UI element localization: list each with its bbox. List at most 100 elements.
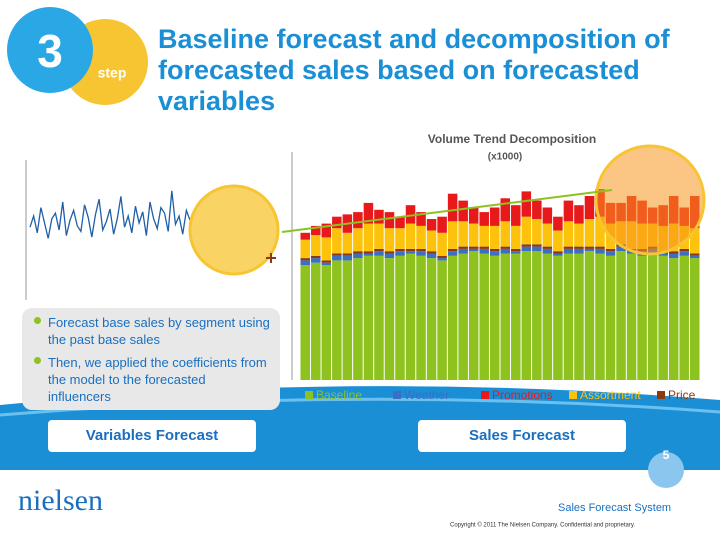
bar-segment — [405, 205, 416, 224]
bar-segment — [374, 223, 384, 249]
bar-segment — [521, 191, 532, 217]
bar-segment — [311, 258, 321, 263]
footer-band — [0, 470, 720, 540]
bar-segment — [447, 255, 458, 380]
number-circle — [7, 7, 93, 93]
legend-swatch — [569, 391, 577, 399]
bar-segment — [363, 251, 374, 254]
button[interactable]: Sales Forecast — [418, 420, 626, 452]
bar-segment — [511, 205, 521, 226]
bar-segment — [542, 246, 553, 249]
button[interactable]: Variables Forecast — [48, 420, 256, 452]
bar-segment — [595, 216, 605, 247]
legend-label: Weather — [404, 388, 449, 400]
bar-segment — [300, 260, 311, 265]
bar-segment — [416, 255, 426, 380]
bar-segment — [447, 193, 458, 222]
bar-segment — [426, 253, 437, 259]
bar-segment — [374, 209, 384, 224]
bar-segment — [595, 253, 605, 380]
bar-segment — [689, 228, 700, 254]
bar-segment — [521, 244, 532, 247]
bar-segment — [605, 255, 616, 380]
bar-segment — [616, 246, 626, 252]
logo: nielsen — [18, 484, 103, 517]
bar-segment — [458, 253, 468, 380]
bar-segment — [437, 255, 447, 259]
bar-segment — [679, 251, 689, 256]
bar-segment — [511, 253, 521, 380]
bar-segment — [384, 228, 395, 252]
bar-segment — [437, 216, 447, 233]
bar-segment — [353, 253, 363, 259]
bar-segment — [353, 251, 363, 254]
bar-segment — [563, 248, 574, 254]
bar-segment — [532, 246, 542, 252]
bar-segment — [563, 200, 574, 222]
bar-segment — [300, 239, 311, 259]
footer-label: Sales Forecast System — [558, 502, 671, 514]
bar-segment — [511, 225, 521, 249]
bar-segment — [553, 251, 563, 254]
bar-segment — [500, 253, 511, 380]
bar-segment — [553, 230, 563, 252]
bar-segment — [553, 253, 563, 256]
bar-segment — [363, 202, 374, 224]
bar-segment — [458, 221, 468, 247]
bar-segment — [321, 265, 332, 380]
legend-swatch — [481, 391, 489, 399]
bar-segment — [426, 219, 437, 231]
bar-segment — [468, 248, 479, 252]
bar-segment — [574, 253, 584, 380]
bar-segment — [584, 251, 595, 380]
bar-segment — [405, 253, 416, 380]
bar-segment — [363, 253, 374, 256]
bar-segment — [563, 246, 574, 249]
bar-segment — [689, 255, 700, 259]
plus — [266, 253, 276, 263]
bar-segment — [668, 251, 679, 254]
bar-segment — [374, 255, 384, 380]
bar-segment — [395, 251, 405, 256]
bar-segment — [542, 223, 553, 247]
bar-segment — [447, 221, 458, 249]
bar-segment — [468, 223, 479, 247]
bar-segment — [595, 248, 605, 254]
bar-segment — [458, 248, 468, 254]
bar-segment — [521, 246, 532, 252]
bar-segment — [468, 246, 479, 249]
bar-segment — [542, 207, 553, 224]
trend-arrow — [281, 189, 613, 233]
bar-segment — [353, 258, 363, 380]
bar-segment — [563, 253, 574, 380]
bar-segment — [489, 225, 500, 249]
bar-segment — [311, 262, 321, 380]
bar-segment — [426, 251, 437, 254]
charts: Volume Trend Decomposition (x1000) Baselin… — [25, 132, 706, 400]
bar-segment — [311, 225, 321, 236]
bar-segment — [468, 207, 479, 224]
bar-segment — [321, 237, 332, 261]
bar-segment — [321, 223, 332, 238]
bar-segment — [489, 251, 500, 256]
bar-segment — [384, 258, 395, 380]
bar-segment — [584, 196, 595, 219]
bar-segment — [395, 248, 405, 252]
chart-subtitle: (x1000) — [488, 152, 522, 163]
bar-segment — [374, 248, 384, 252]
bar-segment — [532, 219, 542, 245]
bar-segment — [363, 255, 374, 380]
bar-segment — [668, 253, 679, 259]
step-number: 3 — [37, 25, 63, 77]
bar-segment — [500, 248, 511, 254]
bar-segment — [584, 246, 595, 249]
bar-segment — [521, 216, 532, 245]
bar-segment — [437, 232, 447, 256]
bar-segment — [658, 253, 668, 256]
bar-segment — [405, 223, 416, 249]
legend-label: Assortment — [580, 388, 641, 400]
bar-segment — [342, 255, 353, 261]
bar-segment — [458, 246, 468, 249]
bar-segment — [605, 248, 616, 252]
